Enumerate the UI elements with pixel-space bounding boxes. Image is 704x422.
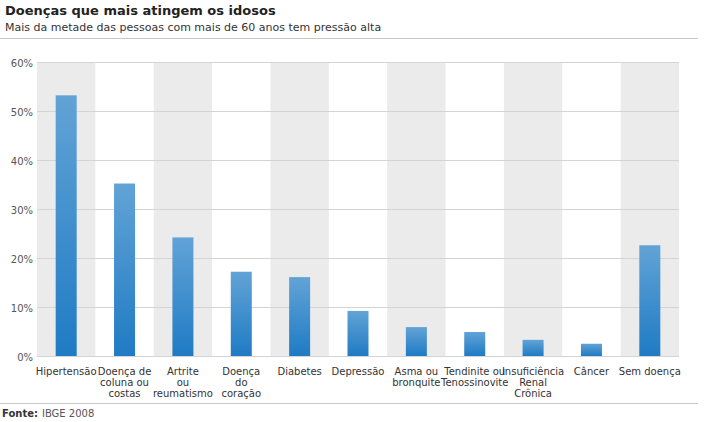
x-tick-label: Diabetes <box>277 366 321 377</box>
bar <box>464 332 485 356</box>
x-tick-label: Doençadocoração <box>221 366 261 399</box>
bar <box>639 245 660 356</box>
bar <box>406 327 427 356</box>
x-tick-label: Artriteoureumatismo <box>153 366 213 399</box>
x-tick-label: Sem doença <box>619 366 681 377</box>
bar <box>348 311 369 356</box>
grid-line <box>37 111 679 112</box>
y-tick-label: 40% <box>11 156 33 167</box>
bar <box>114 184 135 356</box>
grid-line <box>37 62 679 63</box>
source-label: Fonte: <box>2 408 38 419</box>
title: Doenças que mais atingem os idosos <box>5 3 276 18</box>
x-tick-label: Doença decoluna oucostas <box>98 366 152 399</box>
grid-line <box>37 356 679 357</box>
header-rule <box>0 38 698 39</box>
bars <box>56 95 661 356</box>
x-tick-label: Hipertensão <box>36 366 97 377</box>
bar <box>581 344 602 356</box>
subtitle: Mais da metade das pessoas com mais de 6… <box>5 21 381 34</box>
x-tick-label: Depressão <box>332 366 385 377</box>
x-tick-label: InsuficiênciaRenalCrônica <box>502 366 564 399</box>
footer-rule <box>0 403 698 404</box>
x-tick-label: Asma oubronquite <box>392 366 440 388</box>
bar <box>172 237 193 356</box>
x-tick-label: Tendinite ouTenossinovite <box>440 366 508 388</box>
y-tick-label: 0% <box>17 352 33 363</box>
chart: Doenças que mais atingem os idosos Mais d… <box>0 0 704 422</box>
bar <box>523 340 544 356</box>
bar <box>289 277 310 356</box>
y-tick-label: 20% <box>11 254 33 265</box>
y-tick-label: 60% <box>11 58 33 69</box>
y-tick-label: 30% <box>11 205 33 216</box>
y-tick-label: 50% <box>11 107 33 118</box>
bar <box>231 272 252 356</box>
bar <box>56 95 77 356</box>
x-tick-label: Câncer <box>574 366 610 377</box>
source: IBGE 2008 <box>42 408 94 419</box>
y-tick-label: 10% <box>11 303 33 314</box>
grid-line <box>37 160 679 161</box>
